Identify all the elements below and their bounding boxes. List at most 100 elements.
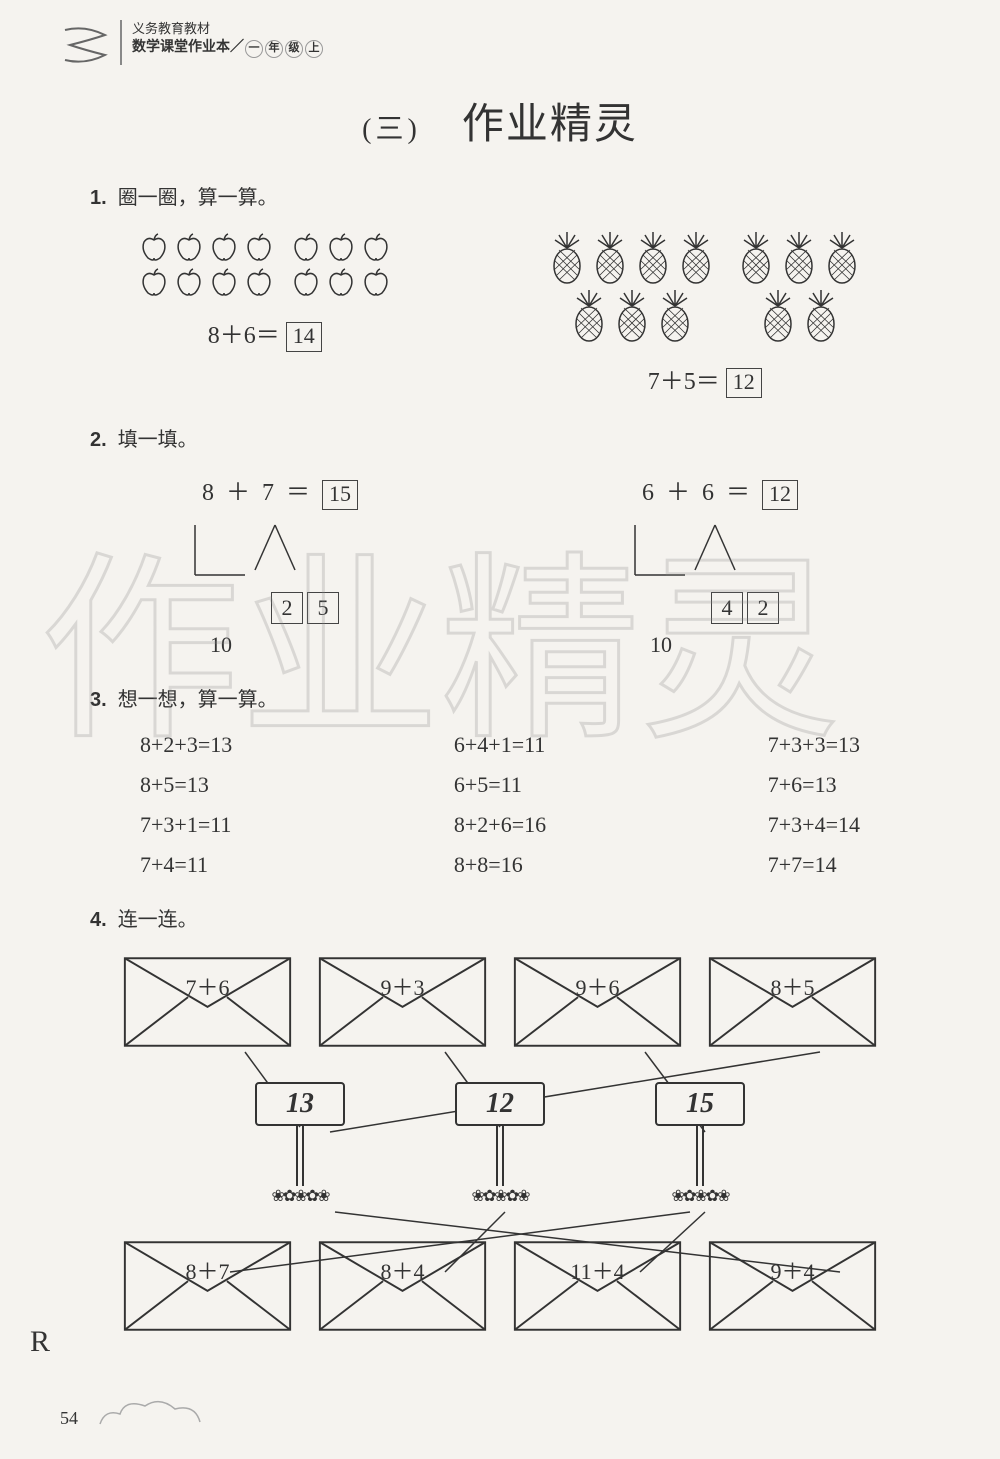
- q1-equation-left: 8＋6＝ 14: [138, 315, 392, 352]
- envelope: 7＋6: [120, 952, 295, 1052]
- q4-content: 7＋69＋39＋68＋5 13❀✿❀✿❀12❀✿❀✿❀15❀✿❀✿❀ 8＋78＋…: [120, 952, 880, 1336]
- grade-badge: 一: [245, 40, 263, 58]
- apple-icon: [290, 265, 322, 297]
- envelope-label: 8＋4: [315, 1254, 490, 1286]
- envelope-label: 9＋4: [705, 1254, 880, 1286]
- q1-answer-left: 14: [286, 322, 322, 352]
- pineapple-icon: [736, 230, 776, 285]
- header-line1: 义务教育教材: [132, 20, 324, 38]
- apple-icon: [138, 230, 170, 262]
- pineapple-icon: [801, 288, 841, 343]
- grade-badge: 级: [285, 40, 303, 58]
- apple-icon: [208, 265, 240, 297]
- mailbox: 13❀✿❀✿❀: [255, 1082, 345, 1206]
- q2-number: 2.: [90, 429, 107, 451]
- pineapple-icon: [612, 288, 652, 343]
- q4-number: 4.: [90, 909, 107, 931]
- q3-equation: 7+3+4=14: [768, 812, 860, 838]
- q2-left-split2: 5: [307, 592, 339, 624]
- mailbox-row: 13❀✿❀✿❀12❀✿❀✿❀15❀✿❀✿❀: [200, 1082, 800, 1206]
- q4-title: 连一连。: [118, 909, 198, 931]
- q3-equation: 7+6=13: [768, 772, 860, 798]
- envelope: 11＋4: [510, 1236, 685, 1336]
- apple-icon: [290, 230, 322, 262]
- pineapple-icon: [779, 230, 819, 285]
- split-lines-icon: [620, 520, 820, 580]
- q3-number: 3.: [90, 689, 107, 711]
- envelope-label: 8＋5: [705, 970, 880, 1002]
- q2-right-result: 12: [762, 480, 798, 510]
- mailbox-number: 15: [655, 1082, 745, 1126]
- cloud-icon: [90, 1394, 210, 1434]
- envelope-label: 11＋4: [510, 1254, 685, 1286]
- q1-answer-right: 12: [726, 368, 762, 398]
- pineapple-icon: [822, 230, 862, 285]
- mailbox-number: 12: [455, 1082, 545, 1126]
- section-title: (三) 作业精灵: [60, 90, 940, 151]
- q3-column: 7+3+3=13 7+6=13 7+3+4=14 7+7=14: [768, 732, 860, 878]
- apple-icon: [173, 230, 205, 262]
- header-divider: [120, 20, 122, 65]
- q3-equation: 7+7=14: [768, 852, 860, 878]
- q2-title: 填一填。: [118, 429, 198, 451]
- split-diagram-right: 6 ＋ 6 ＝ 12 4 2 10: [620, 472, 820, 657]
- envelope-row-bottom: 8＋7 8＋4 11＋4 9＋4: [120, 1236, 880, 1336]
- q2-left-result: 15: [322, 480, 358, 510]
- apple-icon: [243, 265, 275, 297]
- page-letter: R: [30, 1325, 50, 1359]
- q3-column: 8+2+3=138+5=137+3+1=117+4=11: [140, 732, 232, 878]
- envelope-label: 9＋6: [510, 970, 685, 1002]
- flower-icon: ❀✿❀✿❀: [255, 1186, 345, 1206]
- apple-icon: [360, 265, 392, 297]
- question-3: 3. 想一想，算一算。: [90, 683, 940, 712]
- apple-group: 8＋6＝ 14: [138, 230, 392, 398]
- q2-right-ten: 10: [650, 632, 820, 658]
- q1-number: 1.: [90, 187, 107, 209]
- q3-equation: 8+5=13: [140, 772, 232, 798]
- envelope: 8＋4: [315, 1236, 490, 1336]
- question-1: 1. 圈一圈，算一算。: [90, 181, 940, 210]
- mailbox-pole: [696, 1126, 704, 1186]
- q1-title: 圈一圈，算一算。: [118, 187, 278, 209]
- envelope-label: 7＋6: [120, 970, 295, 1002]
- apple-icon: [138, 265, 170, 297]
- pineapple-icon: [676, 230, 716, 285]
- mailbox-pole: [496, 1126, 504, 1186]
- apple-icon: [360, 230, 392, 262]
- mailbox: 12❀✿❀✿❀: [455, 1082, 545, 1206]
- page-number: 54: [60, 1408, 78, 1429]
- pineapple-group: 7＋5＝ 12: [547, 230, 862, 398]
- envelope: 8＋7: [120, 1236, 295, 1336]
- q3-content: 8+2+3=138+5=137+3+1=117+4=11 6+4+1=11 6+5…: [140, 732, 860, 878]
- pineapple-icon: [655, 288, 695, 343]
- q1-content: 8＋6＝ 14 7＋5＝ 12: [60, 230, 940, 398]
- apple-icon: [325, 265, 357, 297]
- q3-equation: 7+3+3=13: [768, 732, 860, 758]
- q1-equation-right: 7＋5＝ 12: [547, 361, 862, 398]
- grade-badge: 上: [305, 40, 323, 58]
- envelope: 8＋5: [705, 952, 880, 1052]
- pineapple-icon: [633, 230, 673, 285]
- q3-equation: 6+5=11: [454, 772, 546, 798]
- grade-badge: 年: [265, 40, 283, 58]
- split-lines-icon: [180, 520, 380, 580]
- question-4: 4. 连一连。: [90, 903, 940, 932]
- split-diagram-left: 8 ＋ 7 ＝ 15 2 5 10: [180, 472, 380, 657]
- envelope: 9＋3: [315, 952, 490, 1052]
- apple-icon: [243, 230, 275, 262]
- mailbox: 15❀✿❀✿❀: [655, 1082, 745, 1206]
- q2-left-ten: 10: [210, 632, 380, 658]
- logo-icon: [60, 20, 110, 70]
- header-line2: 数学课堂作业本: [132, 40, 230, 55]
- q3-column: 6+4+1=11 6+5=11 8+2+6=16 8+8=16: [454, 732, 546, 878]
- q3-title: 想一想，算一算。: [118, 689, 278, 711]
- q3-equation: 8+8=16: [454, 852, 546, 878]
- envelope: 9＋6: [510, 952, 685, 1052]
- q2-right-split1: 4: [711, 592, 743, 624]
- q3-equation: 8+2+6=16: [454, 812, 546, 838]
- q2-content: 8 ＋ 7 ＝ 15 2 5 10 6 ＋ 6: [60, 472, 940, 657]
- section-handwriting: 作业精灵: [462, 102, 638, 148]
- envelope-label: 9＋3: [315, 970, 490, 1002]
- apple-icon: [208, 230, 240, 262]
- q3-equation: 6+4+1=11: [454, 732, 546, 758]
